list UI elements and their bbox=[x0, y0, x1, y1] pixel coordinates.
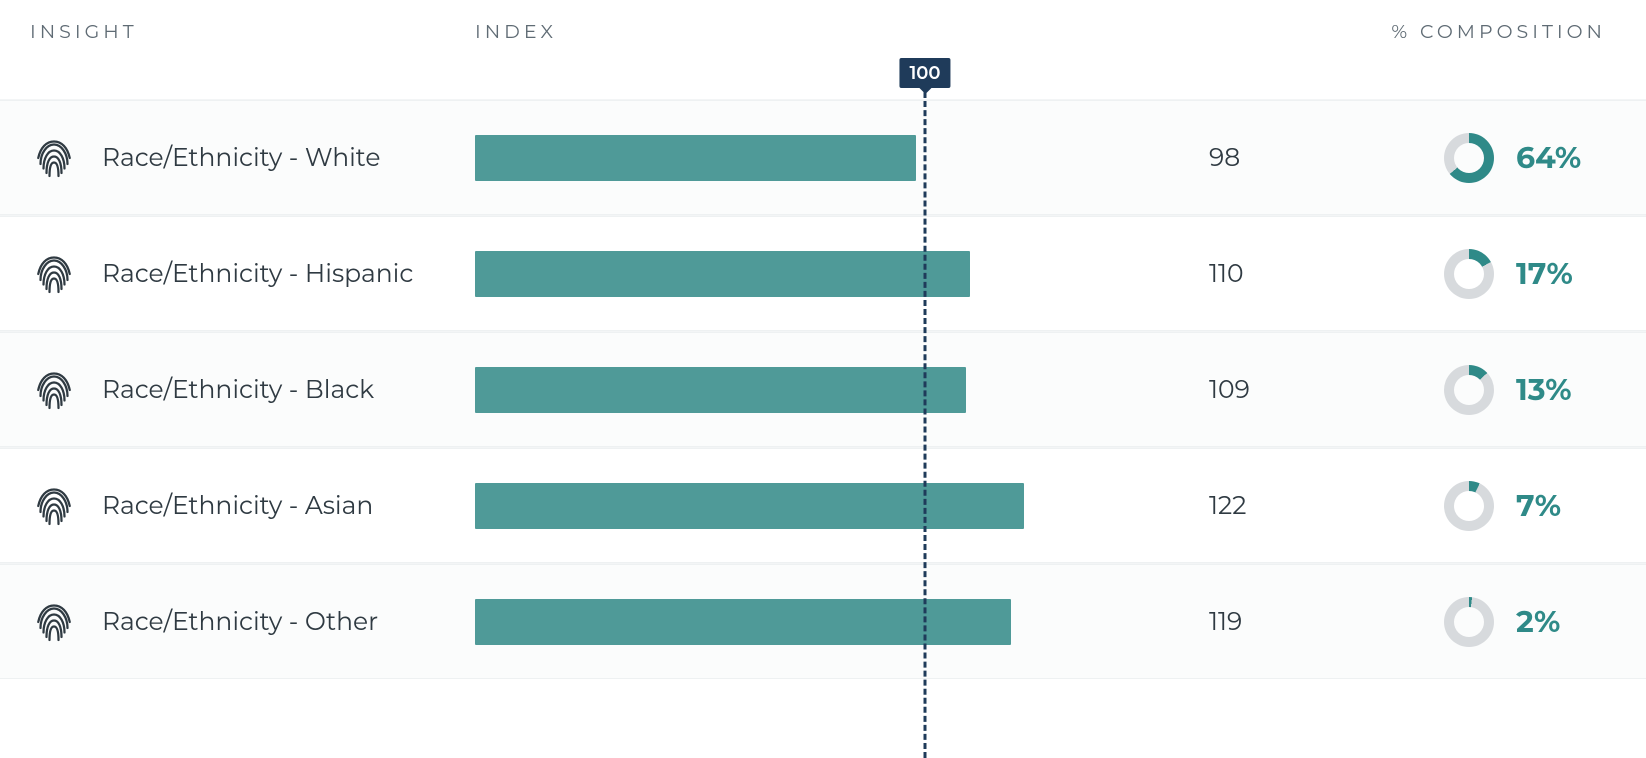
header-index: INDEX bbox=[475, 20, 1295, 43]
fingerprint-icon bbox=[30, 250, 78, 298]
composition-donut bbox=[1444, 249, 1494, 299]
composition-value: 2% bbox=[1516, 603, 1606, 640]
cell-index: 110 bbox=[475, 251, 1295, 297]
cell-composition: 64% bbox=[1295, 133, 1616, 183]
cell-composition: 17% bbox=[1295, 249, 1616, 299]
index-value: 109 bbox=[1209, 375, 1250, 405]
table-row: Race/Ethnicity - Asian 122 7% bbox=[0, 447, 1646, 563]
composition-value: 13% bbox=[1516, 371, 1606, 408]
index-value: 122 bbox=[1209, 491, 1246, 521]
index-value: 110 bbox=[1209, 259, 1244, 289]
fingerprint-icon bbox=[30, 598, 78, 646]
cell-composition: 2% bbox=[1295, 597, 1616, 647]
index-bar-fill bbox=[475, 135, 916, 181]
index-bar-track bbox=[475, 483, 1195, 529]
index-bar-fill bbox=[475, 367, 966, 413]
cell-insight: Race/Ethnicity - Asian bbox=[30, 482, 475, 530]
baseline-value: 100 bbox=[909, 62, 940, 84]
composition-donut bbox=[1444, 133, 1494, 183]
table-row: Race/Ethnicity - Other 119 2% bbox=[0, 563, 1646, 679]
composition-donut bbox=[1444, 481, 1494, 531]
composition-value: 7% bbox=[1516, 487, 1606, 524]
cell-index: 122 bbox=[475, 483, 1295, 529]
index-bar-track bbox=[475, 251, 1195, 297]
cell-index: 119 bbox=[475, 599, 1295, 645]
composition-donut bbox=[1444, 597, 1494, 647]
index-bar-fill bbox=[475, 483, 1024, 529]
index-bar-track bbox=[475, 367, 1195, 413]
cell-index: 98 bbox=[475, 135, 1295, 181]
fingerprint-icon bbox=[30, 134, 78, 182]
rows-container: Race/Ethnicity - White9864%Race/Ethnicit… bbox=[0, 99, 1646, 679]
index-bar-fill bbox=[475, 599, 1011, 645]
cell-insight: Race/Ethnicity - White bbox=[30, 134, 475, 182]
index-value: 119 bbox=[1209, 607, 1242, 637]
insight-label: Race/Ethnicity - Hispanic bbox=[102, 259, 413, 289]
composition-value: 17% bbox=[1516, 255, 1606, 292]
fingerprint-icon bbox=[30, 366, 78, 414]
index-bar-track bbox=[475, 135, 1195, 181]
cell-insight: Race/Ethnicity - Other bbox=[30, 598, 475, 646]
header-insight: INSIGHT bbox=[30, 20, 475, 43]
cell-composition: 13% bbox=[1295, 365, 1616, 415]
cell-index: 109 bbox=[475, 367, 1295, 413]
index-bar-fill bbox=[475, 251, 970, 297]
composition-donut bbox=[1444, 365, 1494, 415]
cell-insight: Race/Ethnicity - Hispanic bbox=[30, 250, 475, 298]
insights-table: INSIGHT INDEX % COMPOSITION 100 Race/Eth… bbox=[0, 0, 1646, 679]
index-value: 98 bbox=[1209, 143, 1240, 173]
insight-label: Race/Ethnicity - Asian bbox=[102, 491, 373, 521]
table-row: Race/Ethnicity - White 98 64% bbox=[0, 99, 1646, 215]
column-headers: INSIGHT INDEX % COMPOSITION bbox=[0, 0, 1646, 63]
cell-insight: Race/Ethnicity - Black bbox=[30, 366, 475, 414]
table-row: Race/Ethnicity - Black 109 13% bbox=[0, 331, 1646, 447]
fingerprint-icon bbox=[30, 482, 78, 530]
insight-label: Race/Ethnicity - White bbox=[102, 143, 380, 173]
cell-composition: 7% bbox=[1295, 481, 1616, 531]
table-row: Race/Ethnicity - Hispanic 110 17% bbox=[0, 215, 1646, 331]
composition-value: 64% bbox=[1516, 139, 1606, 176]
insight-label: Race/Ethnicity - Black bbox=[102, 375, 374, 405]
index-bar-track bbox=[475, 599, 1195, 645]
insight-label: Race/Ethnicity - Other bbox=[102, 607, 378, 637]
header-composition: % COMPOSITION bbox=[1295, 20, 1616, 43]
